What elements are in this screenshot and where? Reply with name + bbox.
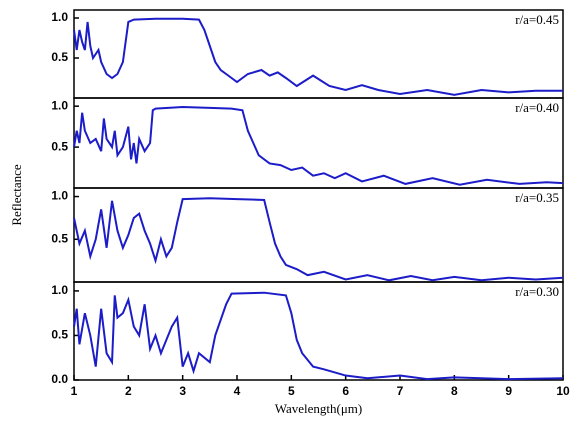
x-tick-label: 8 bbox=[451, 384, 458, 398]
x-tick-label: 1 bbox=[71, 384, 78, 398]
line bbox=[73, 291, 564, 381]
annotation: r/a=0.45 bbox=[515, 12, 559, 27]
y-axis-label: Reflectance bbox=[9, 164, 24, 226]
panel-frame bbox=[73, 281, 564, 381]
line bbox=[73, 105, 564, 186]
panel-frame bbox=[73, 9, 564, 99]
y-tick-label: 1.0 bbox=[51, 189, 68, 203]
x-axis-label: Wavelength(μm) bbox=[275, 401, 363, 416]
annotation: r/a=0.30 bbox=[515, 284, 559, 299]
x-tick-label: 2 bbox=[125, 384, 132, 398]
y-tick-label: 0.5 bbox=[51, 139, 68, 153]
line bbox=[73, 197, 564, 282]
x-tick-label: 5 bbox=[288, 384, 295, 398]
x-tick-label: 10 bbox=[556, 384, 570, 398]
y-tick-label: 1.0 bbox=[51, 10, 68, 24]
line bbox=[73, 17, 563, 96]
annotation: r/a=0.35 bbox=[515, 190, 559, 205]
y-tick-label: 0.5 bbox=[51, 231, 68, 245]
x-tick-label: 6 bbox=[342, 384, 349, 398]
y-tick-label: 1.0 bbox=[51, 283, 68, 297]
y-tick-label: 0.5 bbox=[51, 50, 68, 64]
y-tick-label: 0.5 bbox=[51, 328, 68, 342]
x-tick-label: 4 bbox=[234, 384, 241, 398]
annotation: r/a=0.40 bbox=[515, 100, 559, 115]
x-tick-label: 9 bbox=[505, 384, 512, 398]
x-tick-label: 3 bbox=[179, 384, 186, 398]
y-tick-label: 1.0 bbox=[51, 98, 68, 112]
y-tick-label: 0.0 bbox=[51, 372, 68, 386]
x-tick-label: 7 bbox=[397, 384, 404, 398]
